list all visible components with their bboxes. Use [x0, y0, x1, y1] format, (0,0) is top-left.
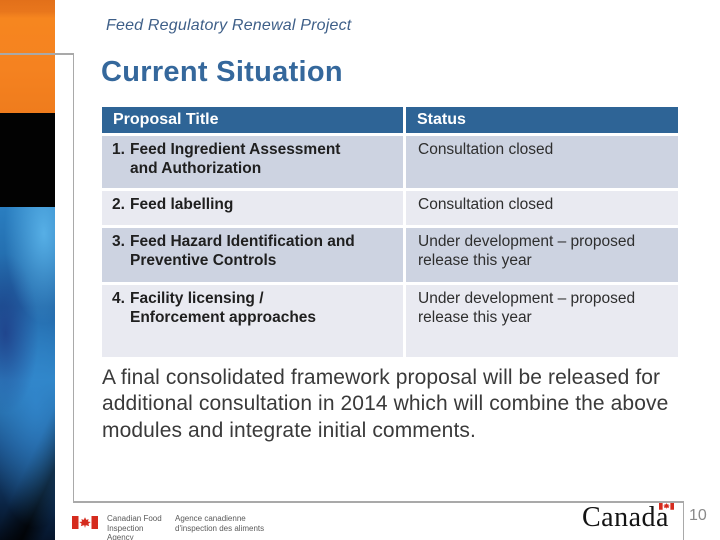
frame-line-right [682, 501, 684, 540]
wordmark-flag-icon [658, 502, 674, 510]
page-number: 10 [689, 507, 707, 524]
cfia-name-english: Canadian Food Inspection Agency [107, 514, 165, 540]
summary-paragraph: A final consolidated framework proposal … [102, 366, 669, 442]
row-title-text: Facility licensing / Enforcement approac… [130, 290, 317, 326]
cfia-en-line2: Inspection Agency [107, 523, 144, 540]
row-title-text: Feed Hazard Identification and Preventiv… [130, 233, 355, 269]
cfia-agency-names: Canadian Food Inspection Agency Agence c… [107, 514, 264, 540]
table-row-3-status: Under development – proposed release thi… [406, 228, 678, 282]
row-status-text: Under development – proposed release thi… [418, 290, 636, 326]
page-title: Current Situation [101, 56, 343, 88]
cfia-fr-line1: Agence canadienne [175, 514, 246, 523]
table-row-2-status: Consultation closed [406, 191, 678, 225]
strip-water-photo [0, 207, 55, 540]
row-number: 1. [112, 141, 125, 158]
cfia-name-french: Agence canadienne d'inspection des alime… [175, 514, 264, 540]
row-status-text: Consultation closed [418, 196, 554, 213]
table-header-proposal-title: Proposal Title [102, 107, 403, 133]
row-number: 4. [112, 290, 125, 307]
cfia-fr-line2: d'inspection des aliments [175, 523, 265, 533]
strip-black-block [0, 113, 55, 207]
row-status-text: Consultation closed [418, 141, 554, 158]
row-number: 3. [112, 233, 125, 250]
cfia-en-line1: Canadian Food [107, 514, 162, 523]
table-row-4-status: Under development – proposed release thi… [406, 285, 678, 357]
table-row-3-title: 3. Feed Hazard Identification and Preven… [102, 228, 403, 282]
row-status-text: Under development – proposed release thi… [418, 233, 636, 269]
canada-wordmark-text: Canada [582, 502, 669, 533]
left-accent-strip [0, 0, 55, 540]
row-title-text: Feed labelling [130, 196, 234, 213]
project-subtitle: Feed Regulatory Renewal Project [106, 17, 352, 34]
table-row-1-status: Consultation closed [406, 136, 678, 188]
table-row-2-title: 2. Feed labelling [102, 191, 403, 225]
frame-line-top [0, 53, 74, 55]
canada-flag-icon [72, 516, 98, 529]
row-title-text: Feed Ingredient Assessment and Authoriza… [130, 141, 341, 177]
canada-wordmark: Canada [582, 502, 674, 534]
strip-orange-block [0, 0, 55, 113]
table-row-4-title: 4. Facility licensing / Enforcement appr… [102, 285, 403, 357]
frame-line-bottom [72, 501, 684, 503]
row-number: 2. [112, 196, 125, 213]
frame-line-left [72, 53, 74, 502]
table-header-status: Status [406, 107, 678, 133]
cfia-signature: Canadian Food Inspection Agency Agence c… [72, 514, 264, 540]
table-row-1-title: 1. Feed Ingredient Assessment and Author… [102, 136, 403, 188]
status-table: Proposal Title Status 1. Feed Ingredient… [102, 107, 678, 357]
